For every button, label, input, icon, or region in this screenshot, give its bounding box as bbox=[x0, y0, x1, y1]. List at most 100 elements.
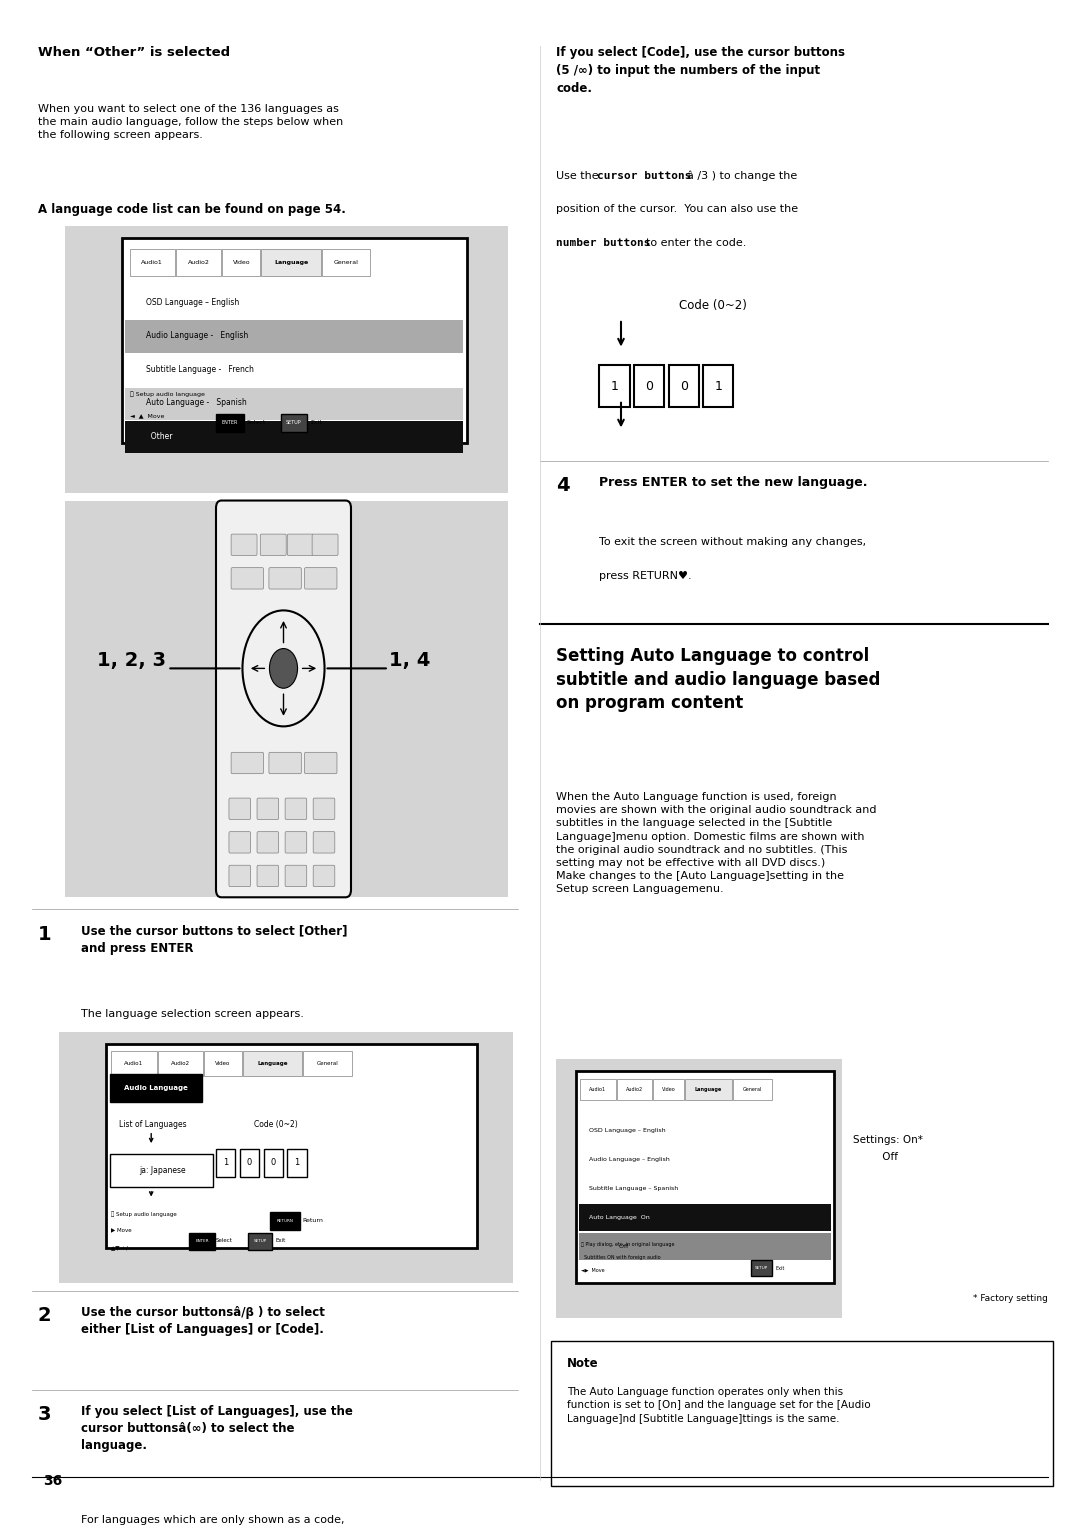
FancyBboxPatch shape bbox=[285, 798, 307, 819]
Text: ◄  ▲  Move: ◄ ▲ Move bbox=[130, 414, 164, 418]
FancyBboxPatch shape bbox=[287, 1149, 307, 1177]
Text: Video: Video bbox=[662, 1087, 675, 1093]
FancyBboxPatch shape bbox=[229, 832, 251, 853]
FancyBboxPatch shape bbox=[240, 1149, 259, 1177]
Text: Language: Language bbox=[274, 259, 308, 266]
Text: When you want to select one of the 136 languages as
the main audio language, fol: When you want to select one of the 136 l… bbox=[38, 104, 343, 140]
FancyBboxPatch shape bbox=[222, 249, 260, 276]
FancyBboxPatch shape bbox=[579, 1117, 831, 1144]
Text: List of Languages: List of Languages bbox=[119, 1120, 187, 1129]
FancyBboxPatch shape bbox=[264, 1149, 283, 1177]
FancyBboxPatch shape bbox=[65, 226, 508, 493]
Text: 1, 4: 1, 4 bbox=[389, 652, 430, 670]
FancyBboxPatch shape bbox=[231, 534, 257, 555]
Text: 0: 0 bbox=[645, 380, 653, 392]
Text: RETURN: RETURN bbox=[276, 1219, 294, 1222]
FancyBboxPatch shape bbox=[269, 752, 301, 774]
Text: Audio1: Audio1 bbox=[124, 1061, 144, 1067]
Text: Subtitles ON with foreign audio: Subtitles ON with foreign audio bbox=[581, 1256, 661, 1260]
FancyBboxPatch shape bbox=[261, 249, 321, 276]
FancyBboxPatch shape bbox=[257, 865, 279, 887]
FancyBboxPatch shape bbox=[204, 1051, 242, 1076]
Text: Use the cursor buttonsâ/β ) to select
either [List of Languages] or [Code].: Use the cursor buttonsâ/β ) to select ei… bbox=[81, 1306, 325, 1337]
Text: A language code list can be found on page 54.: A language code list can be found on pag… bbox=[38, 203, 346, 217]
Text: cursor buttons: cursor buttons bbox=[597, 171, 692, 182]
FancyBboxPatch shape bbox=[322, 249, 370, 276]
Text: Audio2: Audio2 bbox=[171, 1061, 190, 1067]
FancyBboxPatch shape bbox=[285, 832, 307, 853]
FancyBboxPatch shape bbox=[556, 1059, 842, 1318]
Text: Use the cursor buttons to select [Other]
and press ENTER: Use the cursor buttons to select [Other]… bbox=[81, 925, 348, 955]
FancyBboxPatch shape bbox=[703, 365, 733, 407]
FancyBboxPatch shape bbox=[216, 414, 244, 432]
FancyBboxPatch shape bbox=[260, 534, 286, 555]
FancyBboxPatch shape bbox=[634, 365, 664, 407]
FancyBboxPatch shape bbox=[125, 354, 463, 386]
Text: Settings: On*
         Off: Settings: On* Off bbox=[853, 1135, 923, 1161]
FancyBboxPatch shape bbox=[65, 501, 508, 897]
FancyBboxPatch shape bbox=[243, 1051, 302, 1076]
Text: Setting Auto Language to control
subtitle and audio language based
on program co: Setting Auto Language to control subtitl… bbox=[556, 647, 880, 713]
Text: ⓘ Setup audio language: ⓘ Setup audio language bbox=[130, 391, 204, 397]
FancyBboxPatch shape bbox=[313, 798, 335, 819]
Text: Auto Language -   Spanish: Auto Language - Spanish bbox=[146, 398, 246, 407]
Text: OSD Language – English: OSD Language – English bbox=[146, 298, 239, 307]
Text: The Auto Language function operates only when this
function is set to [On] and t: The Auto Language function operates only… bbox=[567, 1387, 870, 1424]
FancyBboxPatch shape bbox=[551, 1341, 1053, 1486]
Text: Use the: Use the bbox=[556, 171, 603, 182]
Text: Exit: Exit bbox=[775, 1265, 785, 1271]
FancyBboxPatch shape bbox=[579, 1175, 831, 1202]
Text: SETUP: SETUP bbox=[755, 1267, 768, 1270]
FancyBboxPatch shape bbox=[269, 568, 301, 589]
Text: Audio Language -   English: Audio Language - English bbox=[146, 331, 248, 340]
FancyBboxPatch shape bbox=[130, 249, 175, 276]
FancyBboxPatch shape bbox=[579, 1204, 831, 1231]
FancyBboxPatch shape bbox=[281, 414, 307, 432]
Text: 1, 2, 3: 1, 2, 3 bbox=[97, 652, 166, 670]
Text: Language: Language bbox=[257, 1061, 288, 1067]
Text: ⓘ Play dialog, etc. in original language: ⓘ Play dialog, etc. in original language bbox=[581, 1242, 675, 1247]
Text: 36: 36 bbox=[43, 1474, 63, 1488]
FancyBboxPatch shape bbox=[231, 752, 264, 774]
Text: ▲▼ +/—: ▲▼ +/— bbox=[111, 1245, 134, 1250]
Text: position of the cursor.  You can also use the: position of the cursor. You can also use… bbox=[556, 204, 798, 215]
Text: Off: Off bbox=[589, 1244, 627, 1250]
Text: Audio Language: Audio Language bbox=[123, 1085, 188, 1091]
Text: When “Other” is selected: When “Other” is selected bbox=[38, 46, 230, 60]
FancyBboxPatch shape bbox=[579, 1146, 831, 1173]
FancyBboxPatch shape bbox=[110, 1074, 202, 1102]
FancyBboxPatch shape bbox=[257, 832, 279, 853]
Text: Audio1: Audio1 bbox=[141, 259, 163, 266]
FancyBboxPatch shape bbox=[685, 1079, 732, 1100]
FancyBboxPatch shape bbox=[287, 534, 313, 555]
FancyBboxPatch shape bbox=[580, 1079, 616, 1100]
FancyBboxPatch shape bbox=[125, 287, 463, 319]
Text: ENTER: ENTER bbox=[221, 420, 239, 426]
Text: If you select [List of Languages], use the
cursor buttonsâ(∞) to select the
lang: If you select [List of Languages], use t… bbox=[81, 1405, 353, 1453]
Text: OSD Language – English: OSD Language – English bbox=[589, 1128, 665, 1134]
Text: ◄▶  Move: ◄▶ Move bbox=[581, 1268, 605, 1273]
FancyBboxPatch shape bbox=[176, 249, 221, 276]
Text: Audio2: Audio2 bbox=[188, 259, 210, 266]
Text: The language selection screen appears.: The language selection screen appears. bbox=[81, 1009, 303, 1019]
Text: Auto Language  On: Auto Language On bbox=[589, 1215, 649, 1221]
Circle shape bbox=[270, 649, 298, 688]
Text: ja: Japanese: ja: Japanese bbox=[138, 1166, 186, 1175]
Text: Audio Language – English: Audio Language – English bbox=[589, 1157, 670, 1163]
Text: For languages which are only shown as a code,
please refer to "Language Code Lis: For languages which are only shown as a … bbox=[81, 1515, 356, 1526]
FancyBboxPatch shape bbox=[305, 568, 337, 589]
Text: ⓘ Setup audio language: ⓘ Setup audio language bbox=[111, 1212, 177, 1218]
Text: â /3 ) to change the: â /3 ) to change the bbox=[687, 171, 797, 182]
Text: * Factory setting: * Factory setting bbox=[973, 1294, 1048, 1303]
Text: 1: 1 bbox=[610, 380, 619, 392]
Text: Video: Video bbox=[215, 1061, 231, 1067]
FancyBboxPatch shape bbox=[248, 1233, 272, 1250]
Text: 3: 3 bbox=[38, 1405, 52, 1424]
Text: press RETURN♥.: press RETURN♥. bbox=[599, 571, 692, 581]
FancyBboxPatch shape bbox=[579, 1233, 831, 1260]
Text: 2: 2 bbox=[38, 1306, 52, 1325]
FancyBboxPatch shape bbox=[125, 388, 463, 420]
Text: 4: 4 bbox=[556, 476, 570, 494]
Text: Return: Return bbox=[302, 1218, 323, 1224]
Text: SETUP: SETUP bbox=[254, 1239, 267, 1242]
